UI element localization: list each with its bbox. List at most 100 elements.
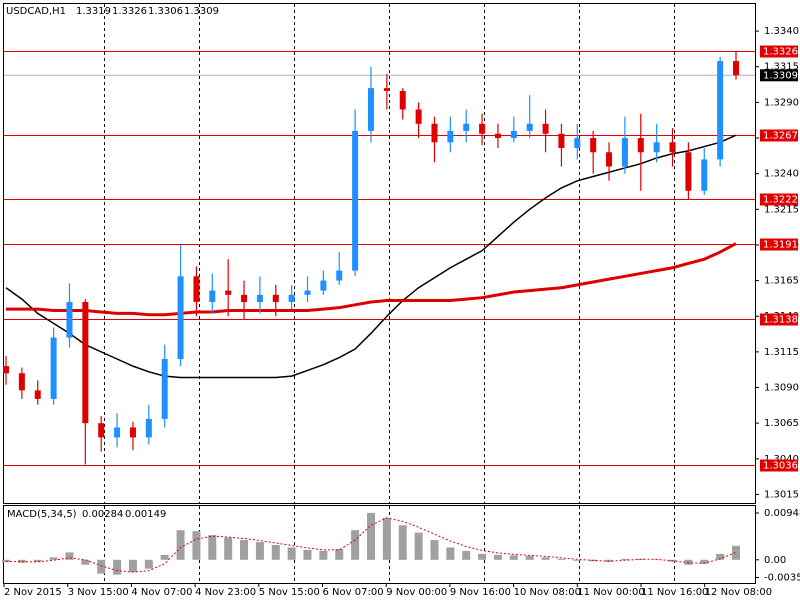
macd-bar (573, 559, 582, 561)
macd-bar (287, 547, 296, 560)
y-tick-label: 1.3040 (764, 454, 799, 465)
main-pane-border (3, 3, 756, 504)
candle-body (256, 294, 263, 302)
y-tick-label: 1.3165 (764, 276, 799, 287)
candle-body (193, 276, 200, 302)
macd-signal-value: 0.00149 (125, 509, 166, 520)
candle-body (320, 280, 327, 291)
y-tick-label: 1.3115 (764, 347, 799, 358)
candle-body (368, 88, 374, 131)
y-tick-label: 1.3065 (764, 418, 799, 429)
macd-bar (65, 552, 74, 560)
candle-body (637, 138, 644, 153)
candle-body (114, 427, 121, 438)
x-tick-label: 9 Nov 00:00 (386, 587, 447, 598)
moving-average (6, 242, 737, 317)
macd-bar (620, 558, 629, 560)
candle-body (50, 337, 57, 399)
candle-body (415, 109, 422, 124)
level-label-box (760, 45, 798, 58)
x-tick-label: 10 Nov 08:00 (514, 587, 581, 598)
x-tick-label: 12 Nov 08:00 (705, 587, 772, 598)
macd-bar (49, 557, 58, 560)
current-price-box (760, 69, 798, 82)
macd-bar (2, 559, 10, 563)
macd-bar (525, 555, 534, 560)
macd-bar (240, 540, 249, 560)
macd-bar (430, 540, 439, 560)
candle-body (209, 290, 216, 302)
macd-bar (367, 512, 375, 560)
candle-body (34, 390, 41, 399)
candle-body (558, 133, 565, 148)
level-label-box (760, 459, 798, 472)
y-tick-label: 1.3315 (764, 62, 799, 73)
current-price-label: 1.3309 (763, 70, 798, 81)
macd-bar (716, 553, 725, 560)
x-tick-label: 5 Nov 15:00 (259, 587, 320, 598)
candle-body (336, 270, 343, 281)
candle-body (241, 294, 248, 302)
y-tick-label: 1.3090 (764, 383, 799, 394)
candle-body (98, 423, 105, 438)
candle-body (526, 123, 533, 131)
candle-body (606, 152, 613, 167)
macd-bar (81, 559, 90, 565)
y-tick-label: 1.3290 (764, 97, 799, 108)
macd-bar (144, 559, 153, 569)
level-label: 1.3326 (763, 47, 798, 58)
level-label: 1.3222 (763, 195, 798, 206)
candle-body (288, 294, 295, 302)
candle-body (621, 138, 628, 167)
macd-bar (732, 545, 740, 560)
macd-y-tick-label: 0.00948 (764, 508, 800, 519)
candle-body (733, 61, 739, 76)
macd-bar (160, 554, 169, 560)
candle-body (161, 359, 168, 419)
header-close: 1.3309 (184, 6, 219, 17)
macd-bar (192, 531, 201, 560)
candle-body (18, 373, 25, 391)
candle-body (383, 88, 390, 91)
candle-body (574, 138, 581, 148)
x-tick-label: 2 Nov 2015 (4, 587, 62, 598)
candle-body (272, 294, 279, 302)
candle-body (352, 130, 359, 271)
macd-bar (493, 554, 502, 560)
macd-bar (414, 532, 423, 560)
level-label: 1.3036 (763, 461, 798, 472)
level-label-box (760, 238, 798, 251)
macd-bar (335, 548, 344, 560)
x-tick-label: 11 Nov 00:00 (577, 587, 644, 598)
candle-body (701, 159, 708, 191)
candle-body (431, 123, 438, 143)
macd-bar (398, 525, 407, 560)
header-low: 1.3306 (148, 6, 183, 17)
y-tick-label: 1.3340 (764, 26, 799, 37)
candle-body (66, 301, 73, 338)
moving-average (5, 134, 737, 379)
candle-body (304, 290, 311, 295)
candle-body (542, 123, 549, 134)
level-label-box (760, 313, 798, 326)
macd-bar (17, 559, 26, 563)
level-label: 1.3267 (763, 131, 798, 142)
level-label: 1.3138 (763, 315, 798, 326)
macd-bar (255, 542, 264, 560)
macd-bar (271, 544, 280, 560)
macd-bar (224, 537, 233, 560)
y-tick-label: 1.3240 (764, 169, 799, 180)
level-label: 1.3191 (763, 240, 798, 251)
candle-body (590, 138, 597, 153)
macd-bar (128, 559, 137, 573)
candle-body (510, 130, 517, 139)
x-tick-label: 4 Nov 23:00 (195, 587, 256, 598)
macd-y-tick-label: -0.00359 (764, 573, 800, 584)
macd-bar (382, 517, 391, 560)
y-tick-label: 1.3215 (764, 204, 799, 215)
header-high: 1.3326 (112, 6, 147, 17)
header-open: 1.3319 (76, 6, 111, 17)
candle-body (717, 61, 724, 160)
candle-body (447, 130, 454, 143)
